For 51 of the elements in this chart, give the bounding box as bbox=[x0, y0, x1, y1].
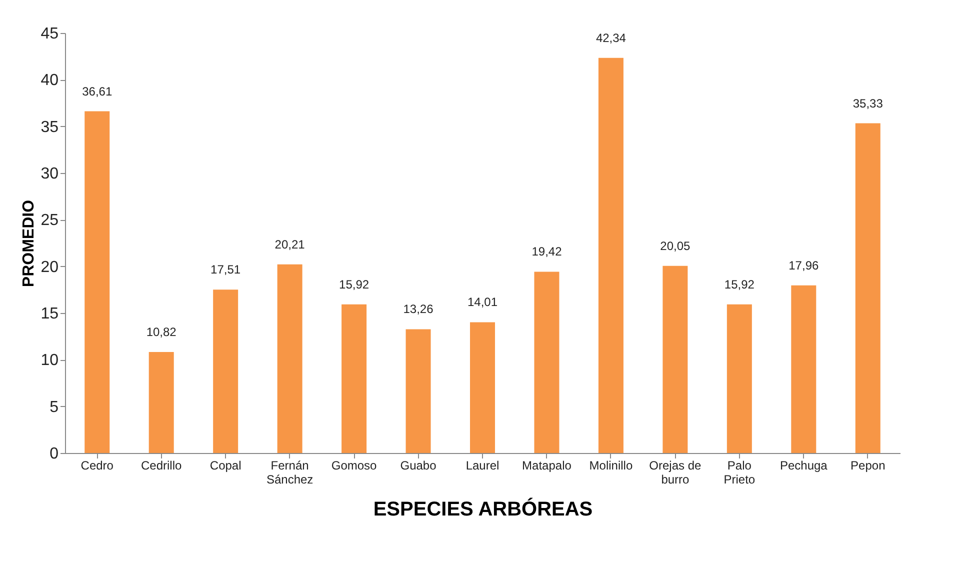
data-label: 19,42 bbox=[532, 244, 562, 259]
y-axis-title: PROMEDIO bbox=[20, 200, 38, 288]
x-tick-label: Molinillo bbox=[589, 458, 633, 472]
data-label: 10,82 bbox=[146, 325, 177, 340]
bar bbox=[534, 272, 560, 453]
x-tick-label: Pechuga bbox=[780, 458, 828, 472]
y-tick-label: 20 bbox=[40, 258, 59, 276]
x-tick-label: Cedro bbox=[80, 458, 114, 472]
data-label: 17,96 bbox=[788, 258, 819, 272]
bar bbox=[726, 304, 752, 453]
data-label: 15,92 bbox=[339, 277, 370, 292]
bar bbox=[148, 352, 174, 453]
bar bbox=[855, 123, 880, 453]
x-tick-label: Matapalo bbox=[522, 458, 572, 472]
data-label: 17,51 bbox=[210, 262, 241, 277]
bar bbox=[342, 304, 367, 453]
x-tick-label: Fernán Sánchez bbox=[266, 458, 314, 486]
y-tick-label: 35 bbox=[40, 118, 59, 136]
y-tick-label: 15 bbox=[40, 306, 59, 322]
x-tick-label: Pepon bbox=[850, 458, 886, 472]
bar bbox=[213, 290, 238, 453]
y-tick-label: 5 bbox=[50, 398, 59, 416]
data-label: 13,26 bbox=[403, 302, 434, 316]
data-label: 42,34 bbox=[596, 30, 626, 45]
x-tick-label: Cedrillo bbox=[141, 458, 182, 472]
bar bbox=[470, 322, 495, 453]
x-tick-label: Palo Prieto bbox=[724, 458, 756, 486]
bar bbox=[84, 111, 110, 453]
y-tick-label: 40 bbox=[40, 72, 59, 90]
data-label: 36,61 bbox=[82, 84, 112, 98]
data-label: 35,33 bbox=[852, 96, 884, 110]
x-tick-label: Copal bbox=[210, 458, 242, 472]
bar bbox=[598, 58, 624, 453]
data-label: 15,92 bbox=[724, 277, 755, 292]
x-tick-label: Guabo bbox=[400, 458, 437, 472]
bar bbox=[406, 329, 431, 453]
y-tick-label: 0 bbox=[50, 446, 59, 462]
y-tick-label: 30 bbox=[40, 166, 59, 182]
bar bbox=[277, 264, 302, 453]
y-tick-label: 45 bbox=[40, 26, 59, 42]
bar bbox=[662, 266, 688, 453]
data-label: 20,05 bbox=[660, 238, 691, 253]
x-tick-label: Orejas de burro bbox=[649, 458, 702, 486]
data-label: 14,01 bbox=[467, 295, 498, 310]
x-axis-title: ESPECIES ARBÓREAS bbox=[373, 498, 593, 520]
y-tick-label: 25 bbox=[40, 212, 59, 230]
x-tick-label: Gomoso bbox=[331, 458, 378, 472]
x-tick-label: Laurel bbox=[466, 458, 500, 472]
bar bbox=[791, 285, 816, 453]
data-label: 20,21 bbox=[274, 237, 306, 252]
y-tick-label: 10 bbox=[40, 352, 59, 370]
